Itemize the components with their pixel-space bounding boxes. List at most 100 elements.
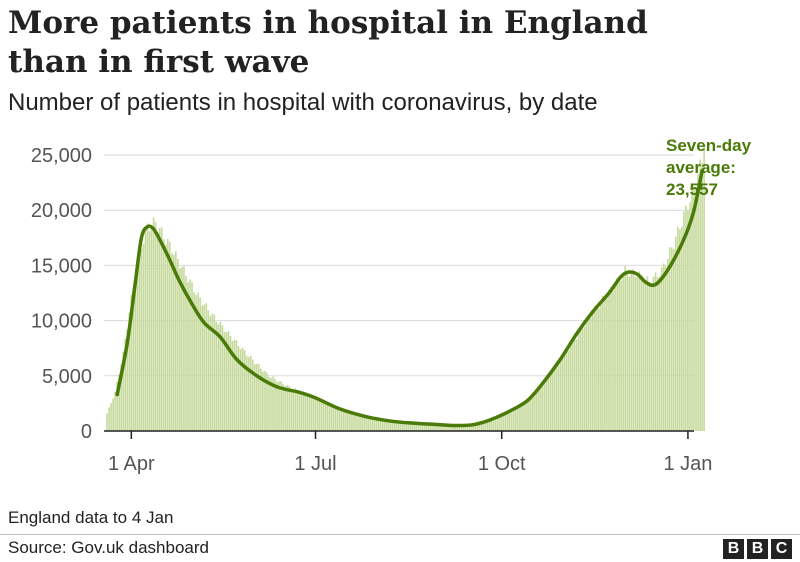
bar-day-106 [320,401,323,431]
bar-day-182 [474,424,477,431]
bar-day-129 [367,417,369,431]
bar-day-247 [606,298,608,431]
bar-day-38 [183,266,185,431]
bar-day-236 [583,326,586,431]
bar-day-87 [282,383,284,431]
bar-day-241 [594,305,596,431]
bar-day-7 [120,364,123,431]
data-note: England data to 4 Jan [8,508,174,527]
bar-day-258 [628,276,631,431]
bar-day-10 [126,329,129,431]
bar-day-115 [338,408,341,431]
bar-day-163 [436,424,438,431]
footer-divider [0,534,800,535]
bar-day-67 [241,347,244,431]
bar-day-79 [266,372,268,431]
bar-day-206 [523,402,525,431]
bar-layer [106,146,705,432]
bar-day-103 [314,398,317,431]
bar-day-243 [598,308,600,431]
bar-day-255 [622,273,624,431]
bar-day-183 [476,424,479,431]
bar-day-230 [571,340,574,431]
seven-day-average-line [115,169,704,428]
bar-day-154 [417,422,420,431]
bar-day-60 [227,330,230,431]
line-layer [115,169,704,428]
bar-day-100 [308,394,311,431]
bar-day-148 [405,421,408,431]
bar-day-219 [549,371,552,431]
bar-day-81 [270,377,272,431]
bar-day-240 [591,313,594,431]
bar-day-205 [521,403,523,431]
bar-day-294 [701,162,703,431]
bar-day-59 [225,332,228,431]
bar-day-137 [383,419,386,431]
bar-day-83 [274,378,276,431]
bar-day-45 [197,292,199,431]
bar-day-161 [432,424,434,431]
bar-day-203 [517,406,519,431]
bar-day-167 [444,424,446,431]
bar-day-95 [298,392,301,431]
bar-day-18 [142,243,145,431]
bar-day-200 [511,410,513,431]
logo-block-b2: B [747,539,768,559]
bar-day-109 [326,403,329,431]
bar-day-70 [247,356,250,431]
bar-day-119 [347,410,349,431]
bar-day-171 [452,424,454,431]
bar-day-229 [569,346,572,431]
bar-day-42 [191,282,193,431]
bar-day-267 [646,276,649,431]
bar-day-121 [351,413,353,431]
bar-day-265 [642,282,645,431]
bar-day-225 [561,358,564,431]
bar-day-176 [462,425,465,431]
bar-day-143 [395,420,398,431]
bar-day-279 [670,247,673,431]
bar-day-33 [173,254,175,431]
bar-day-114 [336,408,339,431]
bar-day-283 [679,229,681,431]
bar-day-130 [369,417,371,431]
bar-day-288 [689,202,691,431]
bar-day-194 [498,417,501,431]
bar-day-50 [207,310,210,431]
bar-day-62 [231,341,234,431]
bar-day-0 [106,413,108,431]
bar-day-147 [403,421,406,431]
bar-day-34 [175,251,177,431]
bar-day-24 [154,222,157,431]
bar-day-149 [407,421,410,431]
bar-day-126 [361,415,363,431]
bar-day-293 [699,159,701,432]
bar-day-272 [656,277,659,431]
bar-day-112 [332,405,335,431]
bar-day-31 [168,242,171,431]
x-tick-label: 1 Oct [478,453,526,475]
bar-day-88 [284,385,286,431]
bar-day-105 [318,399,321,431]
bar-day-86 [280,380,282,431]
bar-day-282 [677,226,679,431]
bar-day-53 [213,314,216,431]
bar-day-12 [130,294,133,431]
bar-day-259 [630,270,633,431]
bar-day-295 [703,146,705,431]
bar-day-15 [136,261,139,431]
bar-day-9 [124,338,127,431]
bar-day-29 [164,244,167,431]
bar-day-104 [316,398,319,431]
bar-day-51 [209,315,212,431]
bar-day-37 [181,266,183,431]
bar-day-133 [375,418,378,431]
bar-day-40 [187,282,189,431]
bar-day-27 [160,227,163,431]
bar-day-269 [650,284,653,431]
bar-day-289 [691,186,693,431]
bar-day-89 [286,385,288,431]
bar-day-286 [685,205,687,431]
bar-day-131 [371,417,373,431]
